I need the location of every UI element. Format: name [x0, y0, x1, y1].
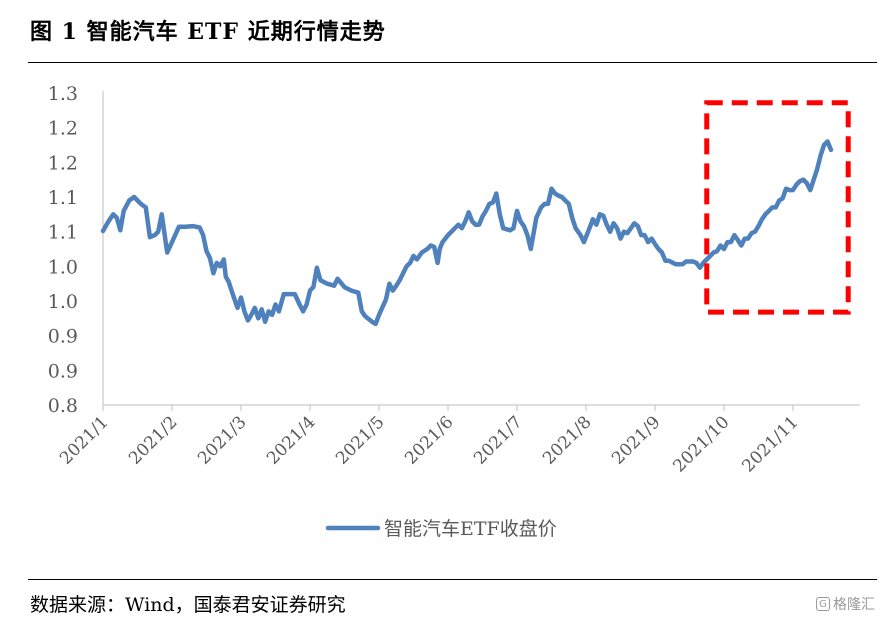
x-tick-label: 2021/10	[669, 412, 733, 476]
series-line	[100, 139, 834, 327]
x-tick-label: 2021/8	[539, 412, 595, 468]
watermark-text: 格隆汇	[833, 597, 875, 613]
x-tick-label: 2021/5	[332, 412, 388, 468]
x-tick-label: 2021/6	[401, 412, 457, 468]
y-tick-label: 1.2	[48, 152, 78, 174]
data-source-note: 数据来源：Wind，国泰君安证券研究	[30, 594, 346, 616]
figure-title: 图 1 智能汽车 ETF 近期行情走势	[30, 19, 386, 45]
chart-axes	[102, 91, 860, 411]
x-tick-label: 2021/11	[738, 412, 802, 476]
x-tick-label: 2021/2	[125, 412, 181, 468]
title-rule	[28, 62, 877, 63]
source-rule	[28, 579, 877, 580]
legend-label: 智能汽车ETF收盘价	[384, 518, 557, 540]
y-tick-label: 1.1	[48, 187, 78, 209]
x-tick-label: 2021/3	[194, 412, 250, 468]
watermark: G 格隆汇	[816, 594, 875, 614]
y-axis-tick-labels: 0.8 0.9 0.9 1.0 1.0 1.1 1.1 1.2 1.2 1.3	[48, 83, 78, 417]
x-axis-tick-labels: 2021/1 2021/2 2021/3 2021/4 2021/5 2021/6 2021…	[56, 412, 802, 476]
y-tick-label: 1.3	[48, 83, 78, 105]
y-tick-label: 0.9	[48, 326, 78, 348]
gelonghui-logo-icon: G	[816, 597, 830, 611]
x-tick-label: 2021/9	[608, 412, 664, 468]
x-tick-label: 2021/7	[470, 412, 526, 468]
x-tick-label: 2021/4	[263, 412, 319, 468]
series-layer	[100, 139, 834, 327]
y-tick-label: 0.8	[48, 395, 78, 417]
y-tick-label: 0.9	[48, 360, 78, 382]
y-tick-label: 1.2	[48, 118, 78, 140]
legend: 智能汽车ETF收盘价	[325, 518, 557, 540]
y-tick-label: 1.0	[48, 256, 78, 278]
y-tick-label: 1.0	[48, 291, 78, 313]
x-tick-label: 2021/1	[56, 412, 112, 468]
y-tick-label: 1.1	[48, 222, 78, 244]
